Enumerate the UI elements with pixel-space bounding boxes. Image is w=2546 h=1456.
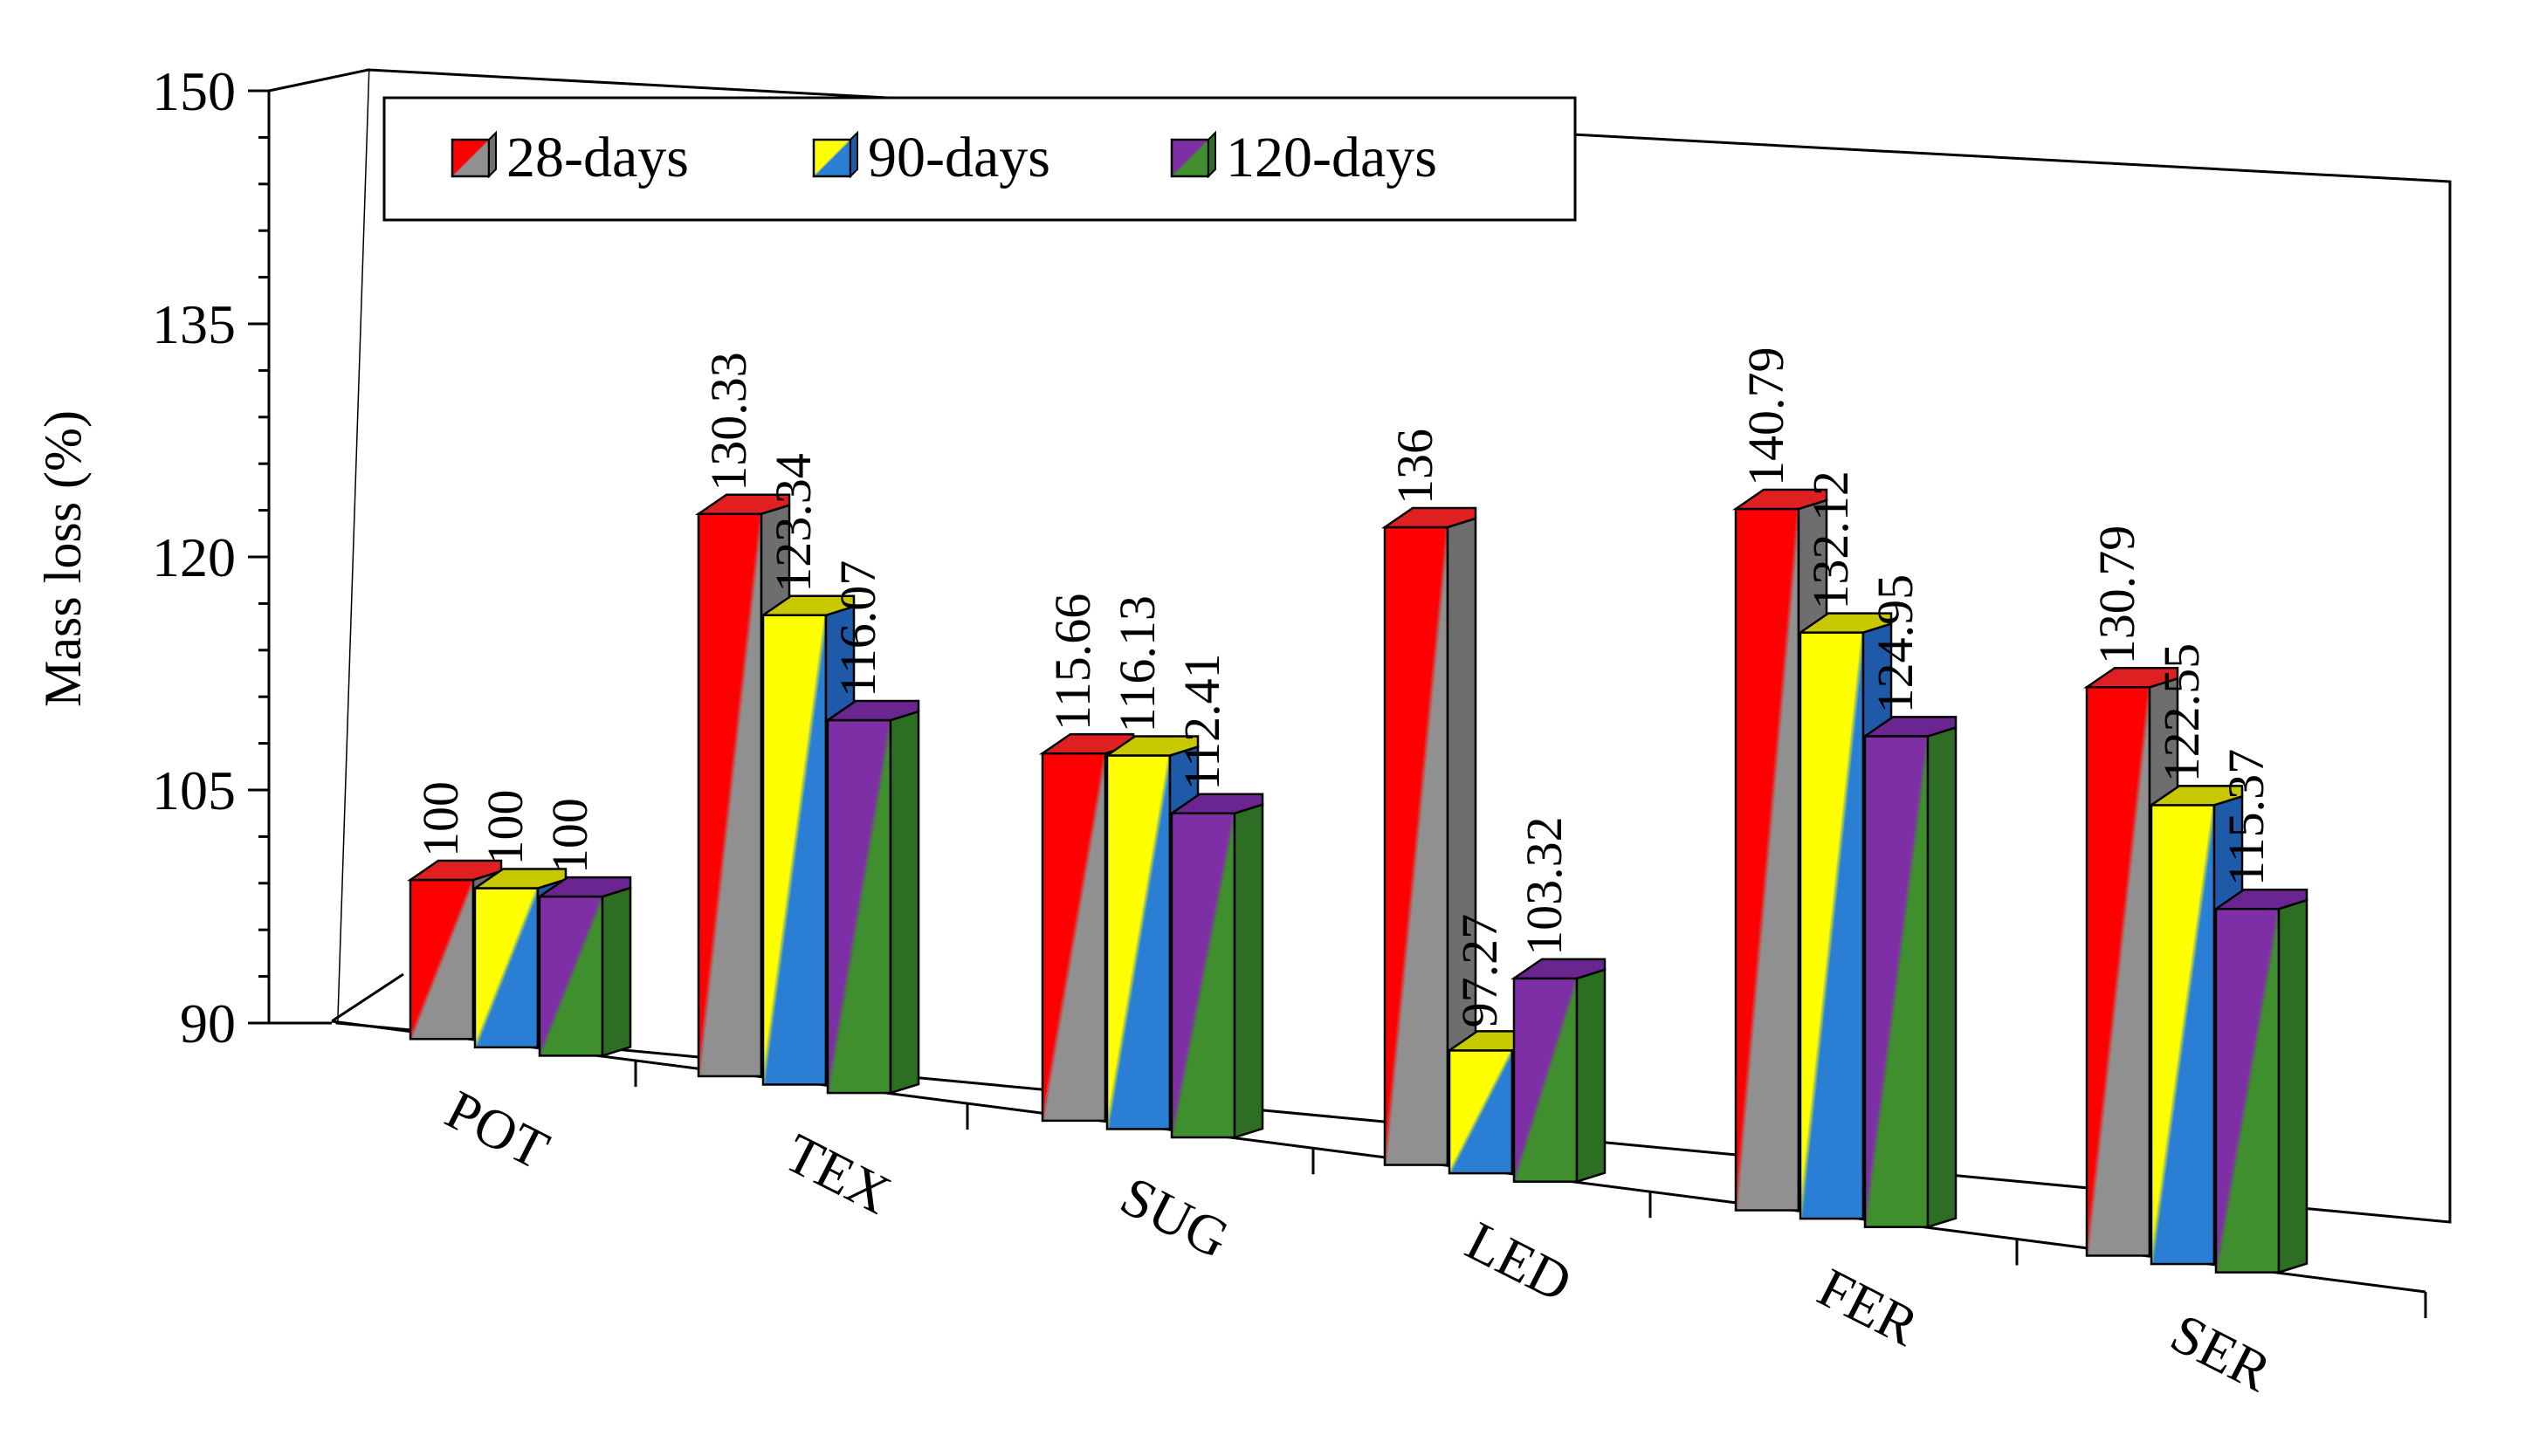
bar-front-120-days-SUG: [1170, 812, 1236, 1139]
bar-top-28-days-FER: [1731, 488, 1828, 511]
bar-front-28-days-FER: [1734, 507, 1800, 1212]
bar-top-90-days-SUG: [1103, 735, 1200, 757]
bar-top-120-days-SER: [2212, 889, 2309, 910]
data-label: 100: [541, 798, 598, 874]
bar-front-28-days-SUG: [1041, 752, 1107, 1123]
bar-top-28-days-SER: [2082, 667, 2179, 689]
bar-top-120-days-LED: [1510, 958, 1607, 980]
bar-side-120-days-TEX: [889, 710, 920, 1095]
bar-front-90-days-SUG: [1105, 754, 1172, 1130]
y-tick-label: 120: [152, 526, 236, 588]
bar-side-120-days-LED: [1575, 968, 1607, 1184]
bar-front-120-days-POT: [538, 895, 604, 1057]
bars: [406, 488, 2309, 1274]
legend-swatch-side: [850, 130, 858, 179]
data-label: 116.13: [1109, 595, 1166, 732]
y-tick-label: 135: [152, 293, 236, 355]
legend-swatch-28-days: [451, 138, 491, 178]
legend-swatch-120-days: [1170, 138, 1210, 178]
x-tick-label: FER: [1808, 1256, 1928, 1358]
bar-front-28-days-LED: [1383, 525, 1449, 1166]
bar-front-120-days-TEX: [826, 718, 892, 1095]
data-label: 130.79: [2088, 525, 2145, 665]
data-label: 103.32: [1516, 816, 1572, 956]
data-label: 136: [1387, 429, 1443, 505]
data-label: 122.55: [2153, 643, 2210, 783]
legend-swatch-side: [488, 130, 497, 179]
bar-top-28-days-LED: [1380, 506, 1477, 529]
y-tick-label: 90: [180, 992, 236, 1054]
bar-side-120-days-POT: [601, 886, 632, 1058]
bar-front-90-days-POT: [473, 887, 540, 1049]
data-label: 130.33: [700, 352, 757, 491]
left-wall-top-edge: [268, 68, 369, 93]
bar-front-28-days-TEX: [697, 512, 763, 1078]
legend: 28-days 90-days 120-days: [382, 96, 1577, 222]
data-label: 140.79: [1737, 347, 1794, 487]
data-label: 123.34: [765, 453, 822, 593]
bar-top-90-days-POT: [471, 868, 568, 889]
y-axis-title: Mass loss (%): [34, 410, 92, 707]
bar-front-28-days-SER: [2085, 686, 2151, 1257]
legend-label-28-days: 28-days: [506, 126, 689, 189]
floor-left-edge: [331, 972, 404, 1023]
data-label: 124.95: [1867, 574, 1923, 714]
bar-front-90-days-SER: [2150, 804, 2216, 1266]
floor-right-edge: [2426, 1222, 2450, 1292]
bar-top-90-days-SER: [2147, 785, 2244, 807]
data-label: 115.37: [2218, 749, 2274, 886]
bar-side-120-days-SUG: [1233, 803, 1264, 1139]
legend-box: [382, 96, 1577, 222]
y-tick-label: 105: [152, 759, 236, 821]
floor-front-edge: [331, 1020, 2426, 1294]
legend-label-120-days: 120-days: [1226, 126, 1437, 189]
bar-front-120-days-FER: [1863, 735, 1930, 1228]
data-label: 132.12: [1802, 470, 1859, 610]
legend-swatch-90-days: [812, 138, 852, 178]
bar-top-120-days-SUG: [1167, 793, 1264, 814]
left-wall-fill: [269, 70, 368, 1023]
bar-front-90-days-LED: [1448, 1049, 1514, 1175]
data-label: 100: [412, 781, 469, 857]
bar-top-90-days-TEX: [759, 594, 856, 617]
bar-side-120-days-FER: [1926, 725, 1958, 1229]
data-label: 100: [477, 790, 533, 866]
bar-front-28-days-POT: [409, 878, 475, 1040]
legend-swatch-side: [1208, 130, 1216, 179]
bar-top-120-days-FER: [1861, 716, 1958, 738]
bar-front-90-days-FER: [1799, 631, 1865, 1220]
data-label: 115.66: [1044, 594, 1101, 731]
bar-top-28-days-POT: [406, 859, 503, 882]
bar-front-120-days-LED: [1512, 977, 1579, 1183]
x-tick-label: TEX: [775, 1122, 900, 1226]
bar-top-90-days-FER: [1796, 612, 1893, 634]
bar-front-90-days-TEX: [761, 614, 828, 1086]
data-label: 97.27: [1451, 914, 1508, 1028]
legend-label-90-days: 90-days: [868, 126, 1050, 189]
data-label: 112.41: [1173, 653, 1230, 790]
x-tick-label: SER: [2161, 1301, 2281, 1404]
bar-top-120-days-TEX: [823, 699, 920, 722]
bar-side-120-days-SER: [2277, 898, 2309, 1274]
y-tick-label: 150: [152, 60, 236, 122]
bar-top-120-days-POT: [535, 876, 632, 898]
x-tick-label: POT: [437, 1078, 559, 1181]
bar-top-28-days-TEX: [694, 493, 791, 515]
x-tick-label: LED: [1456, 1209, 1581, 1314]
bar-front-120-days-SER: [2214, 908, 2281, 1274]
x-tick-label: SUG: [1111, 1164, 1239, 1270]
data-label: 116.07: [829, 560, 886, 697]
